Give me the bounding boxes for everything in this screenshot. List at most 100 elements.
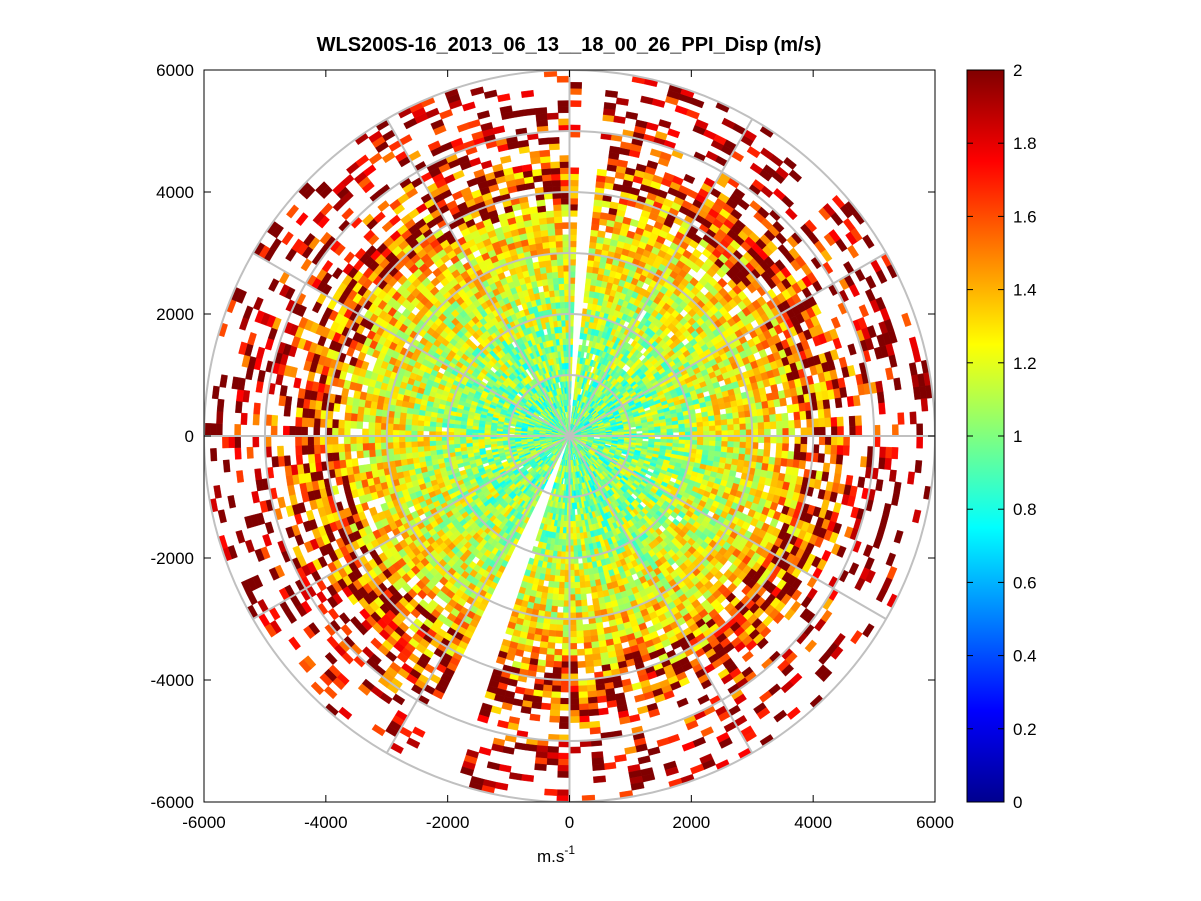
ppi-cell (553, 283, 560, 291)
ppi-cell (562, 533, 567, 540)
ppi-cell (429, 425, 437, 432)
ppi-cell (557, 593, 565, 601)
ppi-cell (586, 265, 594, 274)
ppi-cell (576, 538, 582, 546)
ppi-cell (554, 569, 561, 577)
ppi-cell (557, 271, 565, 279)
ppi-cell (411, 446, 419, 453)
ppi-cell (555, 301, 561, 309)
ppi-cell (714, 445, 722, 453)
ppi-cell (574, 593, 582, 601)
ppi-cell (642, 430, 649, 434)
ppi-cell (405, 452, 413, 460)
ppi-cell (393, 411, 401, 419)
ppi-cell (579, 587, 587, 595)
ppi-cell (739, 441, 747, 449)
ppi-cell (453, 439, 461, 445)
ppi-cell (708, 420, 716, 427)
ppi-cell (587, 259, 595, 268)
ppi-cell (544, 604, 552, 613)
ppi-cell (471, 438, 479, 444)
ppi-cell (561, 539, 567, 546)
ppi-cell (737, 405, 745, 413)
ppi-cell (733, 423, 741, 431)
ppi-cell (564, 478, 567, 485)
ppi-cell (702, 421, 710, 427)
ppi-cell (557, 600, 565, 607)
ppi-cell (580, 593, 587, 601)
ppi-cell (561, 319, 566, 327)
ppi-cell (583, 568, 590, 576)
ppi-cell (732, 452, 740, 461)
ppi-cell (545, 265, 553, 274)
ppi-cell (404, 424, 412, 431)
ppi-cell (666, 424, 674, 430)
ppi-cell (398, 423, 406, 431)
ppi-cell (563, 350, 567, 358)
ppi-cell (713, 409, 721, 416)
ppi-cell (562, 338, 567, 345)
ppi-cell (559, 569, 566, 577)
ppi-cell (429, 449, 438, 456)
ppi-cell (558, 283, 565, 291)
ppi-cell (678, 423, 686, 429)
ppi-cell (695, 417, 704, 423)
ppi-cell (550, 302, 557, 310)
ppi-cell (590, 585, 598, 594)
ppi-cell (727, 424, 735, 431)
ppi-cell (405, 446, 413, 454)
ppi-cell (715, 440, 722, 447)
ppi-cell (552, 271, 559, 279)
ppi-cell (410, 441, 418, 448)
ppi-cell (660, 438, 668, 444)
ppi-cell (423, 425, 430, 432)
ppi-cell (572, 520, 577, 528)
ppi-cell (592, 603, 601, 612)
ppi-cell (574, 600, 582, 607)
ppi-cell (702, 445, 710, 451)
ppi-cell (579, 575, 586, 583)
ppi-cell (708, 445, 716, 452)
ppi-cell (666, 428, 674, 433)
ppi-cell (541, 278, 549, 287)
ppi-cell (552, 587, 560, 595)
ppi-cell (540, 272, 548, 281)
ppi-cell (572, 533, 577, 540)
ppi-cell (592, 597, 600, 606)
ppi-cell (484, 438, 491, 443)
ppi-cell (559, 563, 566, 571)
ppi-cell (578, 569, 585, 577)
ppi-cell (725, 407, 733, 415)
ppi-cell (559, 289, 565, 297)
ppi-cell (715, 425, 722, 432)
ppi-cell (429, 440, 437, 447)
ppi-cell (583, 574, 591, 582)
ppi-cell (429, 445, 437, 451)
ppi-cell (548, 290, 556, 298)
ppi-cell (648, 429, 655, 434)
ppi-cell (547, 278, 554, 286)
ppi-cell (738, 411, 746, 419)
ppi-cell (733, 441, 741, 449)
ppi-cell (418, 456, 426, 463)
ppi-cell (573, 569, 580, 577)
ppi-cell (553, 581, 560, 589)
ppi-cell (584, 580, 591, 588)
ppi-cell (581, 605, 589, 613)
ppi-cell (587, 604, 595, 613)
ppi-cell (727, 441, 735, 448)
ppi-cell (393, 417, 401, 425)
ppi-cell (678, 439, 686, 445)
ppi-cell (696, 440, 704, 446)
ppi-cell (548, 284, 555, 292)
ppi-cell (726, 418, 734, 426)
ppi-cell (393, 453, 401, 461)
ppi-cell (399, 452, 407, 461)
ppi-cell (544, 259, 552, 268)
ppi-cell (702, 440, 710, 447)
ppi-data-cells (204, 70, 934, 802)
ppi-cell (465, 428, 473, 433)
ppi-cell (557, 326, 563, 334)
ppi-cell (538, 260, 547, 269)
ppi-cell (404, 441, 412, 448)
